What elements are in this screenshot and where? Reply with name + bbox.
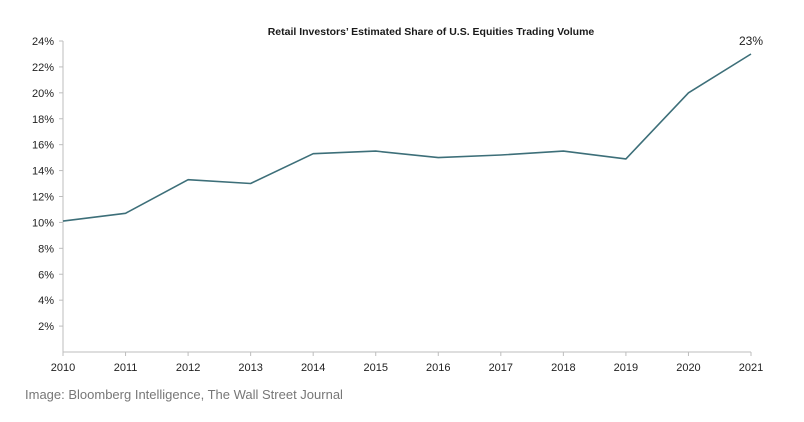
- x-tick-label: 2017: [489, 362, 513, 374]
- y-tick-label: 6%: [38, 269, 54, 281]
- y-tick-label: 20%: [32, 88, 54, 100]
- chart-title: Retail Investors’ Estimated Share of U.S…: [268, 26, 595, 38]
- x-axis-ticks: 2010 2011 2012 2013 2014 2015 2016 2017 2018 2019…: [51, 352, 763, 374]
- y-tick-label: 8%: [38, 243, 54, 255]
- y-tick-label: 18%: [32, 114, 54, 126]
- y-tick-label: 4%: [38, 295, 54, 307]
- x-tick-label: 2016: [426, 362, 450, 374]
- line-chart: Retail Investors’ Estimated Share of U.S…: [32, 26, 763, 374]
- series-line: [62, 53, 752, 222]
- x-tick-label: 2020: [676, 362, 700, 374]
- x-tick-label: 2019: [614, 362, 638, 374]
- x-tick-label: 2015: [363, 362, 387, 374]
- series-group: [62, 53, 752, 222]
- y-tick-label: 2%: [38, 321, 54, 333]
- y-tick-label: 22%: [32, 62, 54, 74]
- x-tick-label: 2010: [51, 362, 75, 374]
- y-tick-label: 14%: [32, 166, 54, 178]
- x-tick-label: 2013: [238, 362, 262, 374]
- x-tick-label: 2011: [114, 362, 138, 374]
- x-tick-label: 2012: [176, 362, 200, 374]
- y-tick-label: 16%: [32, 140, 54, 152]
- image-caption: Image: Bloomberg Intelligence, The Wall …: [25, 387, 343, 402]
- y-tick-label: 10%: [32, 217, 54, 229]
- y-tick-label: 24%: [32, 36, 54, 48]
- data-label-2021: 23%: [739, 34, 763, 48]
- y-tick-label: 12%: [32, 192, 54, 204]
- annotations: 23%: [739, 34, 763, 48]
- y-axis-ticks: 2% 4% 6% 8% 10% 12% 14% 16% 18% 20% 22% 24%: [32, 36, 63, 333]
- chart-axes: [62, 41, 751, 353]
- x-tick-label: 2014: [301, 362, 325, 374]
- x-tick-label: 2018: [551, 362, 575, 374]
- x-tick-label: 2021: [739, 362, 763, 374]
